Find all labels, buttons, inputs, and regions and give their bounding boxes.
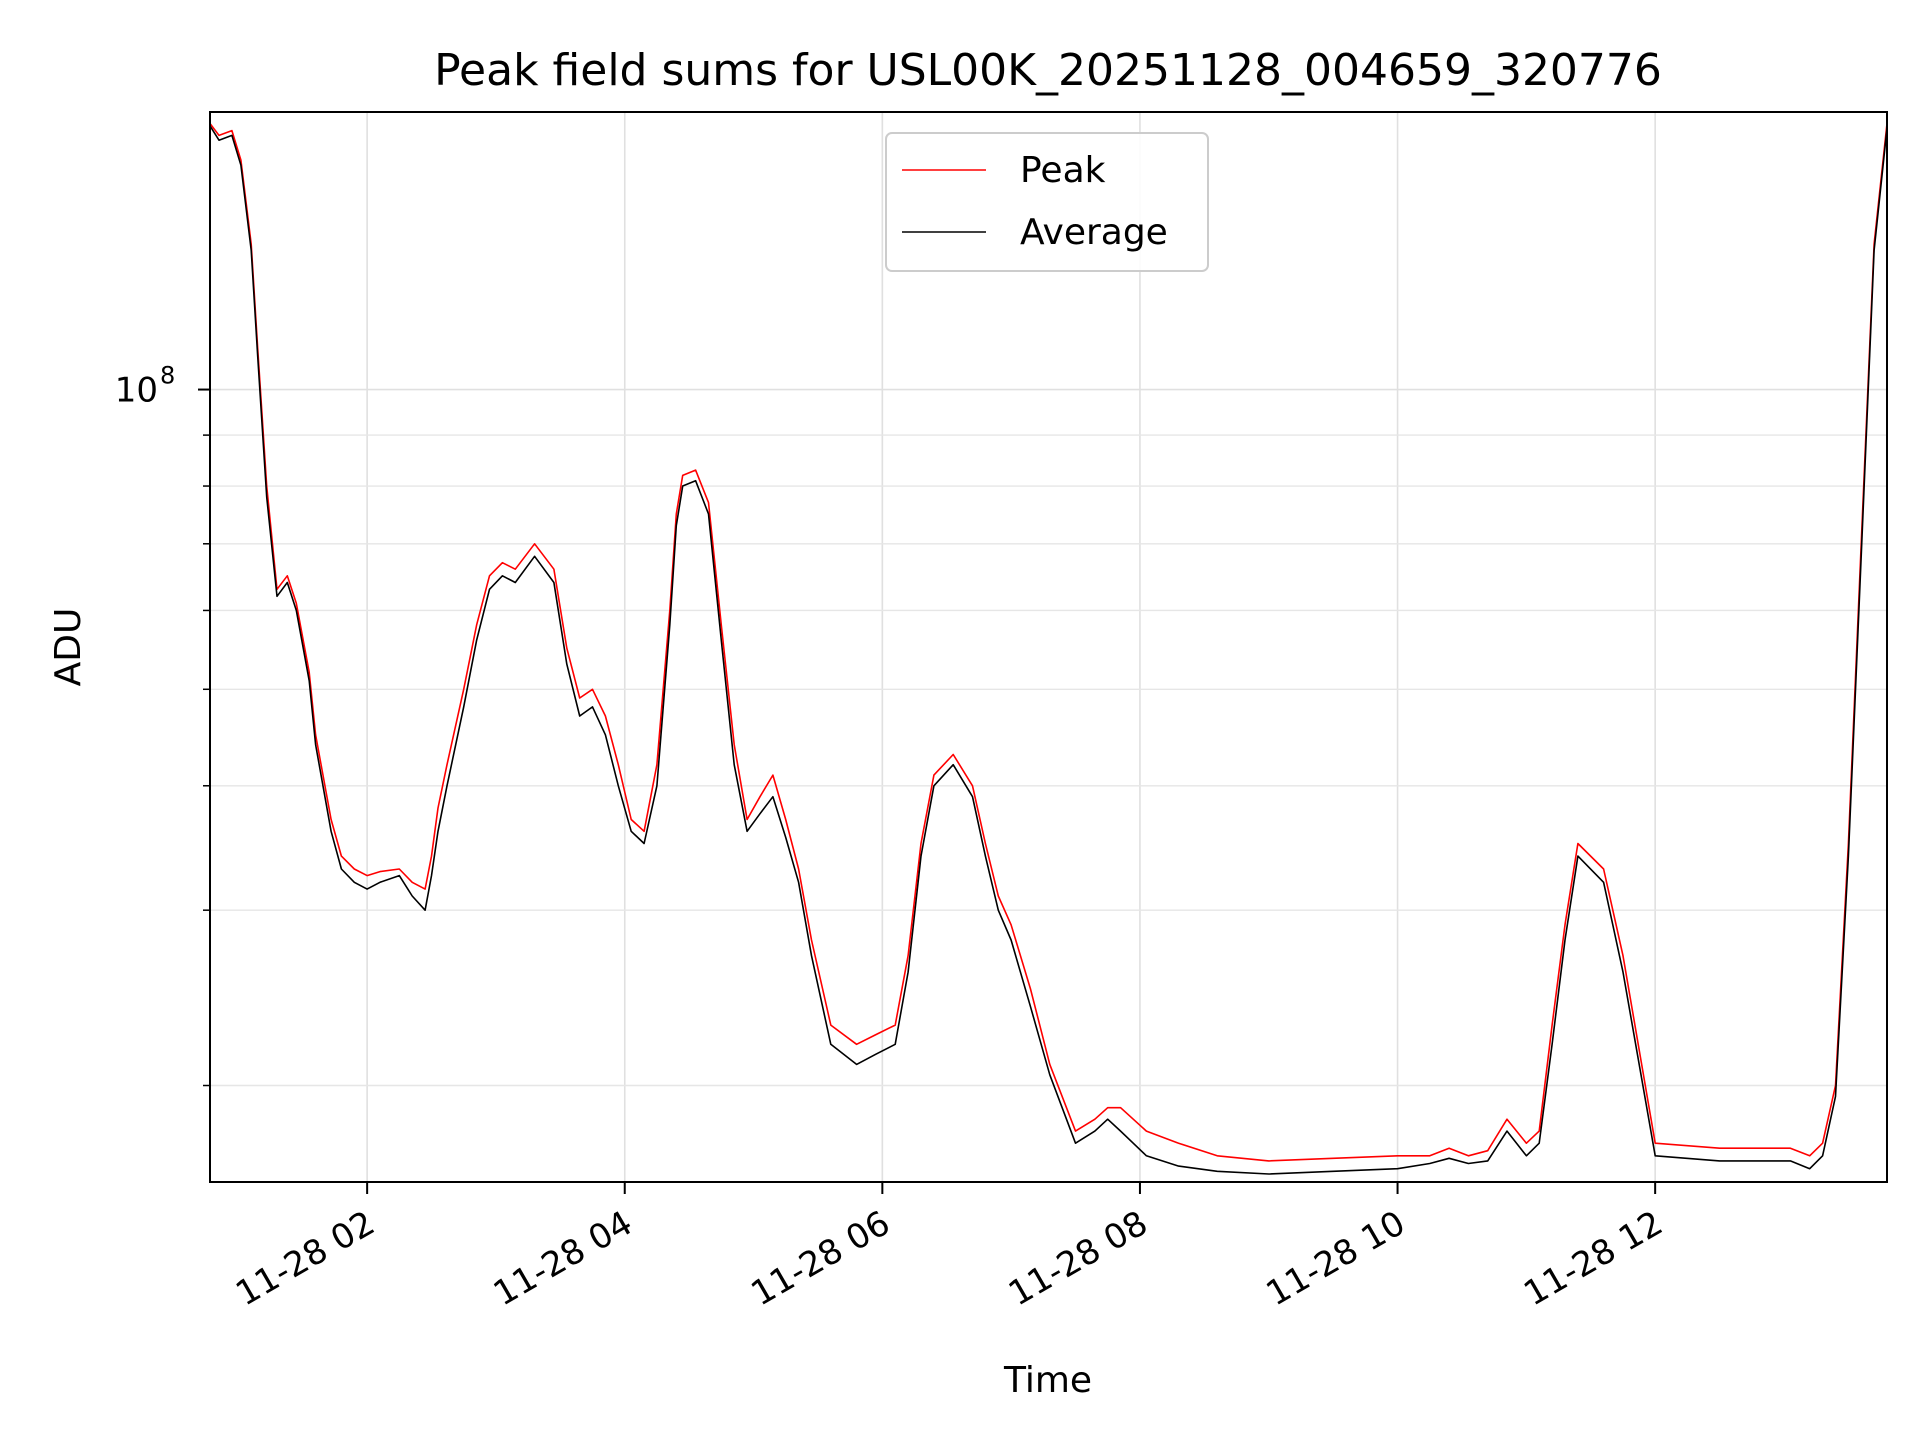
- series-line-average: [210, 125, 1887, 1175]
- y-axis-label: ADU: [48, 608, 89, 687]
- y-tick-exponent: 8: [160, 362, 175, 390]
- x-axis-label: Time: [1003, 1360, 1092, 1401]
- legend: Peak Average: [885, 132, 1209, 272]
- series-line-peak: [210, 123, 1887, 1162]
- series-layer: [210, 123, 1887, 1175]
- legend-box: [885, 132, 1209, 272]
- legend-average-label: Average: [1020, 212, 1168, 253]
- grid: [210, 112, 1887, 1182]
- plot-frame: [209, 111, 1888, 1183]
- y-tick-label: 10: [115, 371, 158, 411]
- chart-title: Peak field sums for USL00K_20251128_0046…: [434, 45, 1662, 96]
- legend-peak-label: Peak: [1020, 150, 1106, 191]
